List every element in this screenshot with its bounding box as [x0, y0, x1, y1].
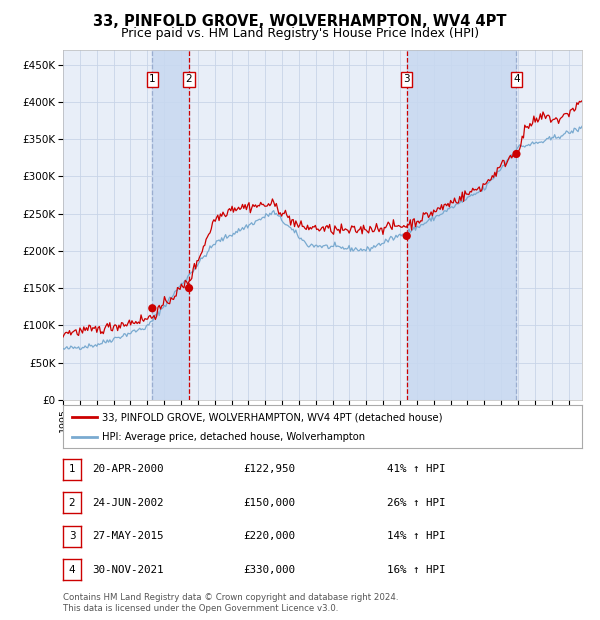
Text: 3: 3 [403, 74, 410, 84]
Text: 1: 1 [149, 74, 155, 84]
Text: £150,000: £150,000 [243, 498, 295, 508]
Text: HPI: Average price, detached house, Wolverhampton: HPI: Average price, detached house, Wolv… [102, 432, 365, 442]
Point [402, 231, 412, 241]
Point [184, 283, 194, 293]
Text: Contains HM Land Registry data © Crown copyright and database right 2024.
This d: Contains HM Land Registry data © Crown c… [63, 593, 398, 613]
Text: 26% ↑ HPI: 26% ↑ HPI [387, 498, 445, 508]
Text: 27-MAY-2015: 27-MAY-2015 [92, 531, 163, 541]
Text: 14% ↑ HPI: 14% ↑ HPI [387, 531, 445, 541]
Text: £220,000: £220,000 [243, 531, 295, 541]
Text: 33, PINFOLD GROVE, WOLVERHAMPTON, WV4 4PT (detached house): 33, PINFOLD GROVE, WOLVERHAMPTON, WV4 4P… [102, 412, 442, 422]
Text: 30-NOV-2021: 30-NOV-2021 [92, 565, 163, 575]
Text: £330,000: £330,000 [243, 565, 295, 575]
Text: 24-JUN-2002: 24-JUN-2002 [92, 498, 163, 508]
Text: 16% ↑ HPI: 16% ↑ HPI [387, 565, 445, 575]
Point [148, 303, 157, 313]
Text: 20-APR-2000: 20-APR-2000 [92, 464, 163, 474]
Text: 1: 1 [68, 464, 76, 474]
Text: £122,950: £122,950 [243, 464, 295, 474]
Text: 33, PINFOLD GROVE, WOLVERHAMPTON, WV4 4PT: 33, PINFOLD GROVE, WOLVERHAMPTON, WV4 4P… [93, 14, 507, 29]
Text: 4: 4 [513, 74, 520, 84]
Text: Price paid vs. HM Land Registry's House Price Index (HPI): Price paid vs. HM Land Registry's House … [121, 27, 479, 40]
Text: 3: 3 [68, 531, 76, 541]
Bar [152, 50, 189, 400]
Text: 41% ↑ HPI: 41% ↑ HPI [387, 464, 445, 474]
Bar [407, 50, 517, 400]
Text: 2: 2 [68, 498, 76, 508]
Text: 4: 4 [68, 565, 76, 575]
Point [512, 149, 521, 159]
Text: 2: 2 [186, 74, 193, 84]
